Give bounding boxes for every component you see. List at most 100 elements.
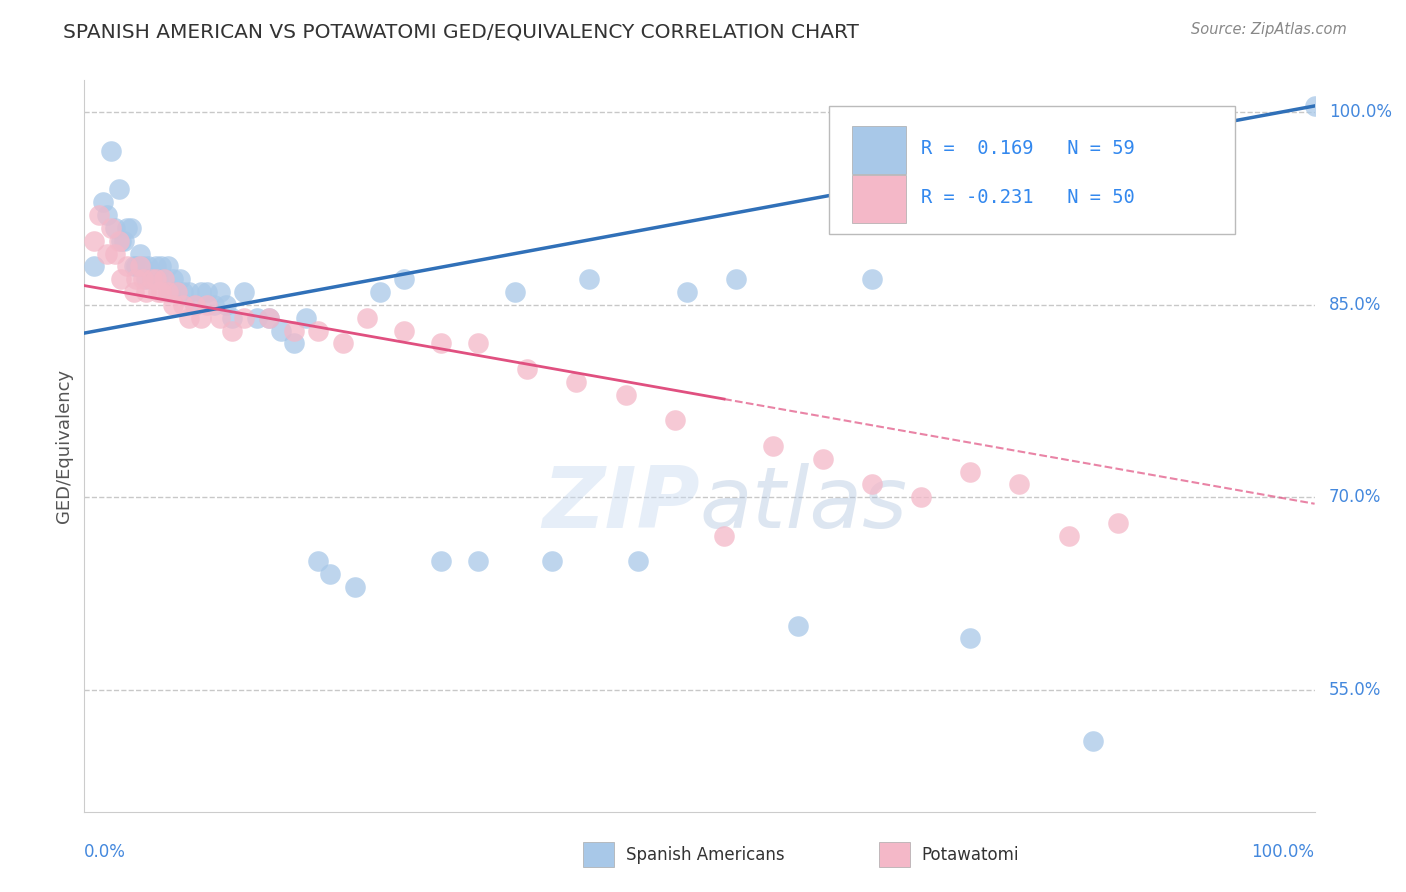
Point [166, 285, 188, 299]
Point [108, 182, 131, 196]
Point [125, 260, 148, 274]
Point [394, 272, 416, 286]
Point [344, 580, 367, 594]
Point [112, 234, 135, 248]
Text: SPANISH AMERICAN VS POTAWATOMI GED/EQUIVALENCY CORRELATION CHART: SPANISH AMERICAN VS POTAWATOMI GED/EQUIV… [63, 22, 859, 41]
Point [307, 554, 329, 568]
Point [1107, 516, 1129, 530]
Point [83, 234, 105, 248]
Point [1083, 734, 1105, 748]
Point [959, 465, 981, 479]
Point [295, 310, 318, 325]
Point [614, 387, 637, 401]
Point [110, 234, 132, 248]
Point [356, 310, 378, 325]
Point [1008, 477, 1031, 491]
Point [332, 336, 354, 351]
Point [87, 208, 111, 222]
Point [257, 310, 280, 325]
Point [541, 554, 564, 568]
Point [664, 413, 686, 427]
Point [159, 285, 181, 299]
Point [725, 272, 748, 286]
Point [197, 298, 219, 312]
Point [959, 632, 981, 646]
Point [787, 618, 810, 632]
Point [246, 310, 269, 325]
Text: 70.0%: 70.0% [1329, 488, 1381, 507]
Point [122, 260, 145, 274]
Point [120, 220, 142, 235]
Text: atlas: atlas [700, 463, 907, 546]
Point [100, 220, 122, 235]
Point [578, 272, 600, 286]
Point [157, 260, 180, 274]
Point [627, 554, 650, 568]
Point [83, 260, 105, 274]
Point [208, 310, 231, 325]
Text: 100.0%: 100.0% [1329, 103, 1392, 121]
Point [221, 324, 243, 338]
Point [145, 272, 167, 286]
Point [110, 272, 132, 286]
Text: 100.0%: 100.0% [1251, 843, 1315, 861]
Point [368, 285, 391, 299]
Text: Spanish Americans: Spanish Americans [626, 846, 785, 863]
Text: Potawatomi: Potawatomi [921, 846, 1018, 863]
Point [131, 260, 153, 274]
Point [135, 285, 157, 299]
Point [162, 298, 184, 312]
Y-axis label: GED/Equivalency: GED/Equivalency [55, 369, 73, 523]
Point [910, 491, 932, 505]
Point [145, 260, 167, 274]
Point [128, 246, 150, 260]
Point [1303, 99, 1326, 113]
Point [676, 285, 699, 299]
Point [108, 234, 131, 248]
Text: 55.0%: 55.0% [1329, 681, 1381, 698]
Point [233, 285, 256, 299]
Point [190, 285, 212, 299]
Point [430, 554, 453, 568]
Point [100, 144, 122, 158]
Point [141, 272, 163, 286]
Point [117, 220, 139, 235]
Point [104, 220, 127, 235]
Point [177, 285, 200, 299]
Point [141, 272, 163, 286]
Point [125, 272, 148, 286]
Point [467, 554, 489, 568]
Point [430, 336, 453, 351]
Point [96, 246, 118, 260]
Point [467, 336, 489, 351]
Point [1057, 529, 1080, 543]
Text: 0.0%: 0.0% [84, 843, 127, 861]
Point [270, 324, 292, 338]
Text: 85.0%: 85.0% [1329, 296, 1381, 314]
Point [135, 272, 157, 286]
Point [319, 567, 342, 582]
Point [215, 298, 238, 312]
Point [283, 336, 305, 351]
FancyBboxPatch shape [852, 175, 907, 223]
Point [713, 529, 735, 543]
Point [153, 272, 176, 286]
Point [166, 285, 188, 299]
Point [202, 298, 225, 312]
Point [148, 285, 170, 299]
Point [221, 310, 243, 325]
Point [91, 195, 114, 210]
Point [860, 272, 883, 286]
Point [172, 285, 194, 299]
FancyBboxPatch shape [828, 106, 1234, 234]
Point [283, 324, 305, 338]
Point [503, 285, 526, 299]
Point [122, 285, 145, 299]
Text: R =  0.169   N = 59: R = 0.169 N = 59 [921, 139, 1135, 158]
Point [811, 451, 834, 466]
Point [149, 260, 172, 274]
Point [157, 285, 180, 299]
Point [257, 310, 280, 325]
Point [860, 477, 883, 491]
Text: R = -0.231   N = 50: R = -0.231 N = 50 [921, 188, 1135, 207]
